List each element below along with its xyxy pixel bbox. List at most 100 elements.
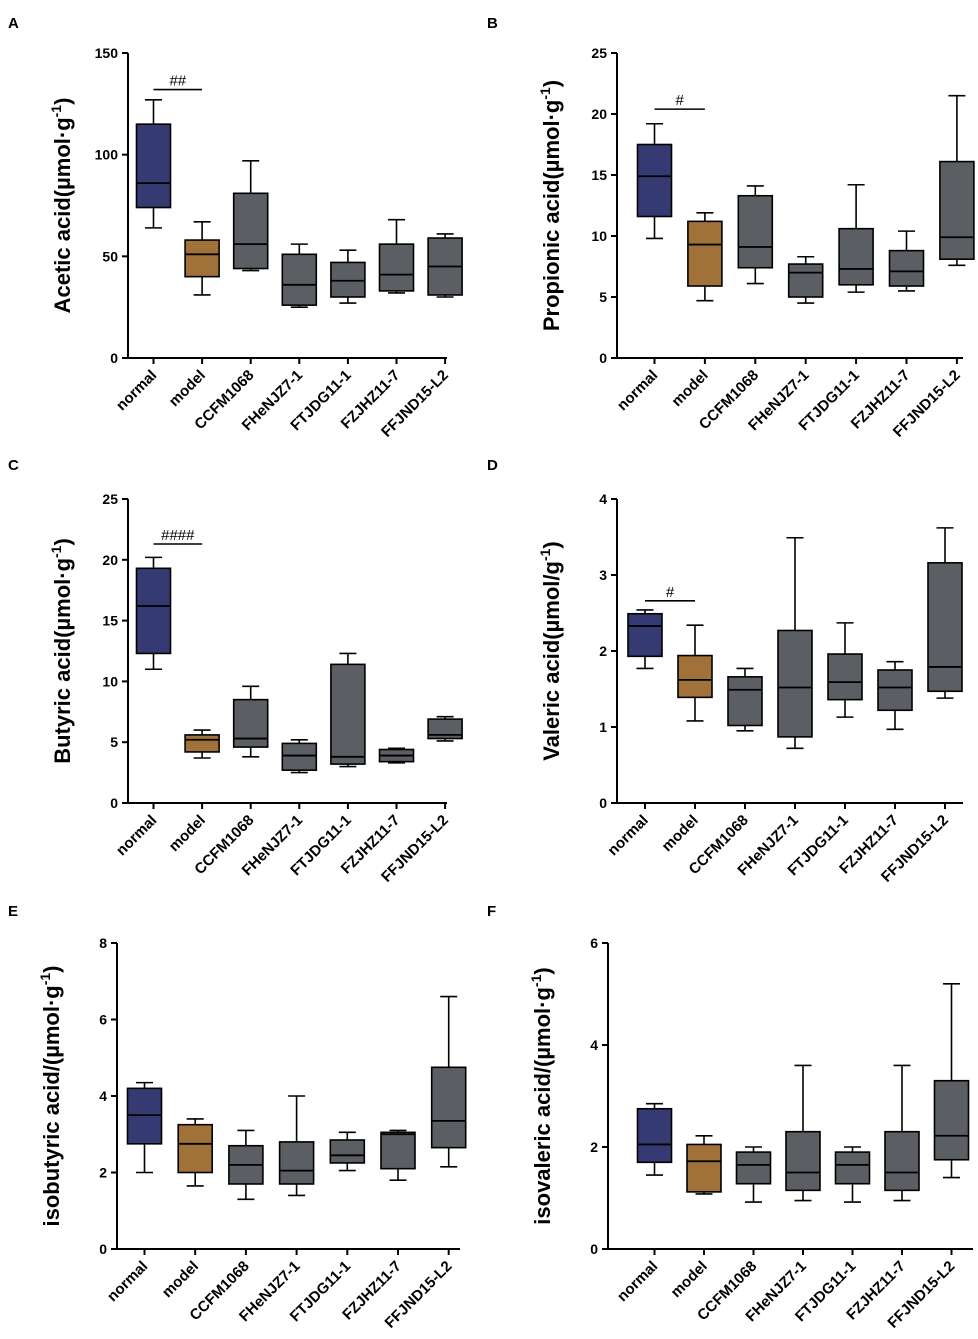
- y-axis-title-main: Valeric acid(µmol/g: [539, 561, 564, 761]
- y-tick-label: 10: [102, 673, 118, 689]
- y-tick-label: 20: [591, 106, 607, 122]
- box-iqr: [933, 1079, 970, 1161]
- box-normal: [636, 1102, 673, 1176]
- x-category-label: normal: [604, 812, 651, 859]
- y-axis-title-superscript: -1: [537, 87, 553, 100]
- box-iqr: [636, 143, 673, 218]
- y-tick-label: 5: [599, 289, 607, 305]
- panel-letter: F: [487, 903, 496, 920]
- y-tick-label: 3: [599, 567, 607, 583]
- box-fzjhz11-7: [884, 1064, 920, 1202]
- box-iqr: [330, 663, 366, 765]
- box-ccfm1068: [232, 159, 269, 272]
- box-iqr: [686, 1143, 722, 1193]
- box-model: [677, 624, 713, 722]
- box-fhenjz7-1: [785, 1064, 821, 1202]
- box-iqr: [727, 676, 763, 727]
- y-tick-label: 0: [599, 350, 607, 366]
- y-tick-label: 0: [590, 1241, 598, 1257]
- x-category-label: model: [166, 367, 209, 410]
- y-axis-title-close: ): [39, 965, 64, 972]
- box-ftjdg11-1: [330, 249, 366, 304]
- y-axis-title-superscript: -1: [48, 545, 64, 558]
- y-tick-label: 2: [599, 643, 607, 659]
- box-ftjdg11-1: [827, 622, 863, 718]
- box-fhenjz7-1: [281, 738, 318, 774]
- x-category-label: normal: [614, 367, 661, 414]
- x-category-label: model: [159, 1258, 202, 1301]
- box-iqr: [687, 220, 723, 287]
- box-ffjnd15-l2: [939, 94, 975, 267]
- box-normal: [135, 556, 172, 671]
- y-tick-label: 10: [591, 228, 607, 244]
- box-iqr: [126, 1087, 163, 1145]
- y-tick-label: 6: [99, 1012, 107, 1028]
- box-iqr: [378, 243, 415, 292]
- y-axis-title-superscript: -1: [528, 974, 544, 987]
- box-ccfm1068: [727, 667, 763, 732]
- y-axis-title-close: ): [530, 967, 555, 974]
- box-ftjdg11-1: [834, 1146, 871, 1203]
- y-tick-label: 4: [99, 1088, 107, 1104]
- box-ffjnd15-l2: [933, 982, 970, 1179]
- y-tick-label: 2: [590, 1139, 598, 1155]
- box-iqr: [787, 263, 824, 298]
- panel-letter: A: [8, 15, 19, 32]
- y-tick-label: 25: [102, 491, 118, 507]
- box-fzjhz11-7: [378, 218, 415, 294]
- box-model: [177, 1118, 213, 1187]
- box-ffjnd15-l2: [427, 715, 463, 742]
- box-ccfm1068: [737, 185, 774, 285]
- y-tick-label: 0: [599, 795, 607, 811]
- panel-letter: C: [8, 457, 19, 474]
- y-tick-label: 4: [599, 491, 607, 507]
- box-model: [184, 729, 220, 759]
- y-axis-title-main: isovaleric acid/(µmol·g: [530, 987, 555, 1225]
- y-axis-title-superscript: -1: [537, 548, 553, 561]
- box-model: [686, 1134, 722, 1195]
- x-category-label: model: [659, 812, 702, 855]
- y-tick-label: 2: [99, 1165, 107, 1181]
- y-axis-title: Acetic acid(µmol·g-1): [48, 98, 75, 314]
- significance-label: #: [676, 92, 685, 109]
- box-fhenjz7-1: [281, 243, 318, 308]
- box-iqr: [888, 249, 925, 287]
- y-axis-title-superscript: -1: [37, 973, 53, 986]
- y-tick-label: 150: [95, 45, 119, 61]
- box-ccfm1068: [228, 1129, 264, 1201]
- x-category-label: normal: [104, 1258, 151, 1305]
- box-iqr: [330, 261, 366, 298]
- box-fhenjz7-1: [777, 536, 813, 750]
- box-iqr: [427, 718, 463, 740]
- y-axis-title: isovaleric acid/(µmol·g-1): [528, 967, 555, 1224]
- y-tick-label: 0: [110, 350, 118, 366]
- y-tick-label: 25: [591, 45, 607, 61]
- box-normal: [627, 609, 663, 670]
- box-iqr: [737, 194, 774, 269]
- y-tick-label: 8: [99, 935, 107, 951]
- box-fzjhz11-7: [888, 230, 925, 292]
- y-axis-title-main: Acetic acid(µmol·g: [50, 117, 75, 313]
- significance-label: ##: [169, 73, 186, 90]
- y-tick-label: 4: [590, 1037, 598, 1053]
- x-category-label: model: [668, 1258, 711, 1301]
- x-category-label: normal: [614, 1258, 661, 1305]
- box-iqr: [777, 629, 813, 738]
- y-tick-label: 0: [110, 795, 118, 811]
- box-iqr: [884, 1130, 920, 1192]
- box-ccfm1068: [735, 1146, 772, 1203]
- y-axis-title-close: ): [539, 80, 564, 87]
- y-axis-title-main: Propionic acid(µmol·g: [539, 100, 564, 331]
- box-ccfm1068: [232, 685, 269, 758]
- box-fhenjz7-1: [278, 1095, 315, 1197]
- box-iqr: [380, 1131, 416, 1170]
- panel-letter: B: [487, 15, 498, 32]
- box-iqr: [278, 1141, 315, 1185]
- y-tick-label: 0: [99, 1241, 107, 1257]
- y-axis-title-superscript: -1: [48, 105, 64, 118]
